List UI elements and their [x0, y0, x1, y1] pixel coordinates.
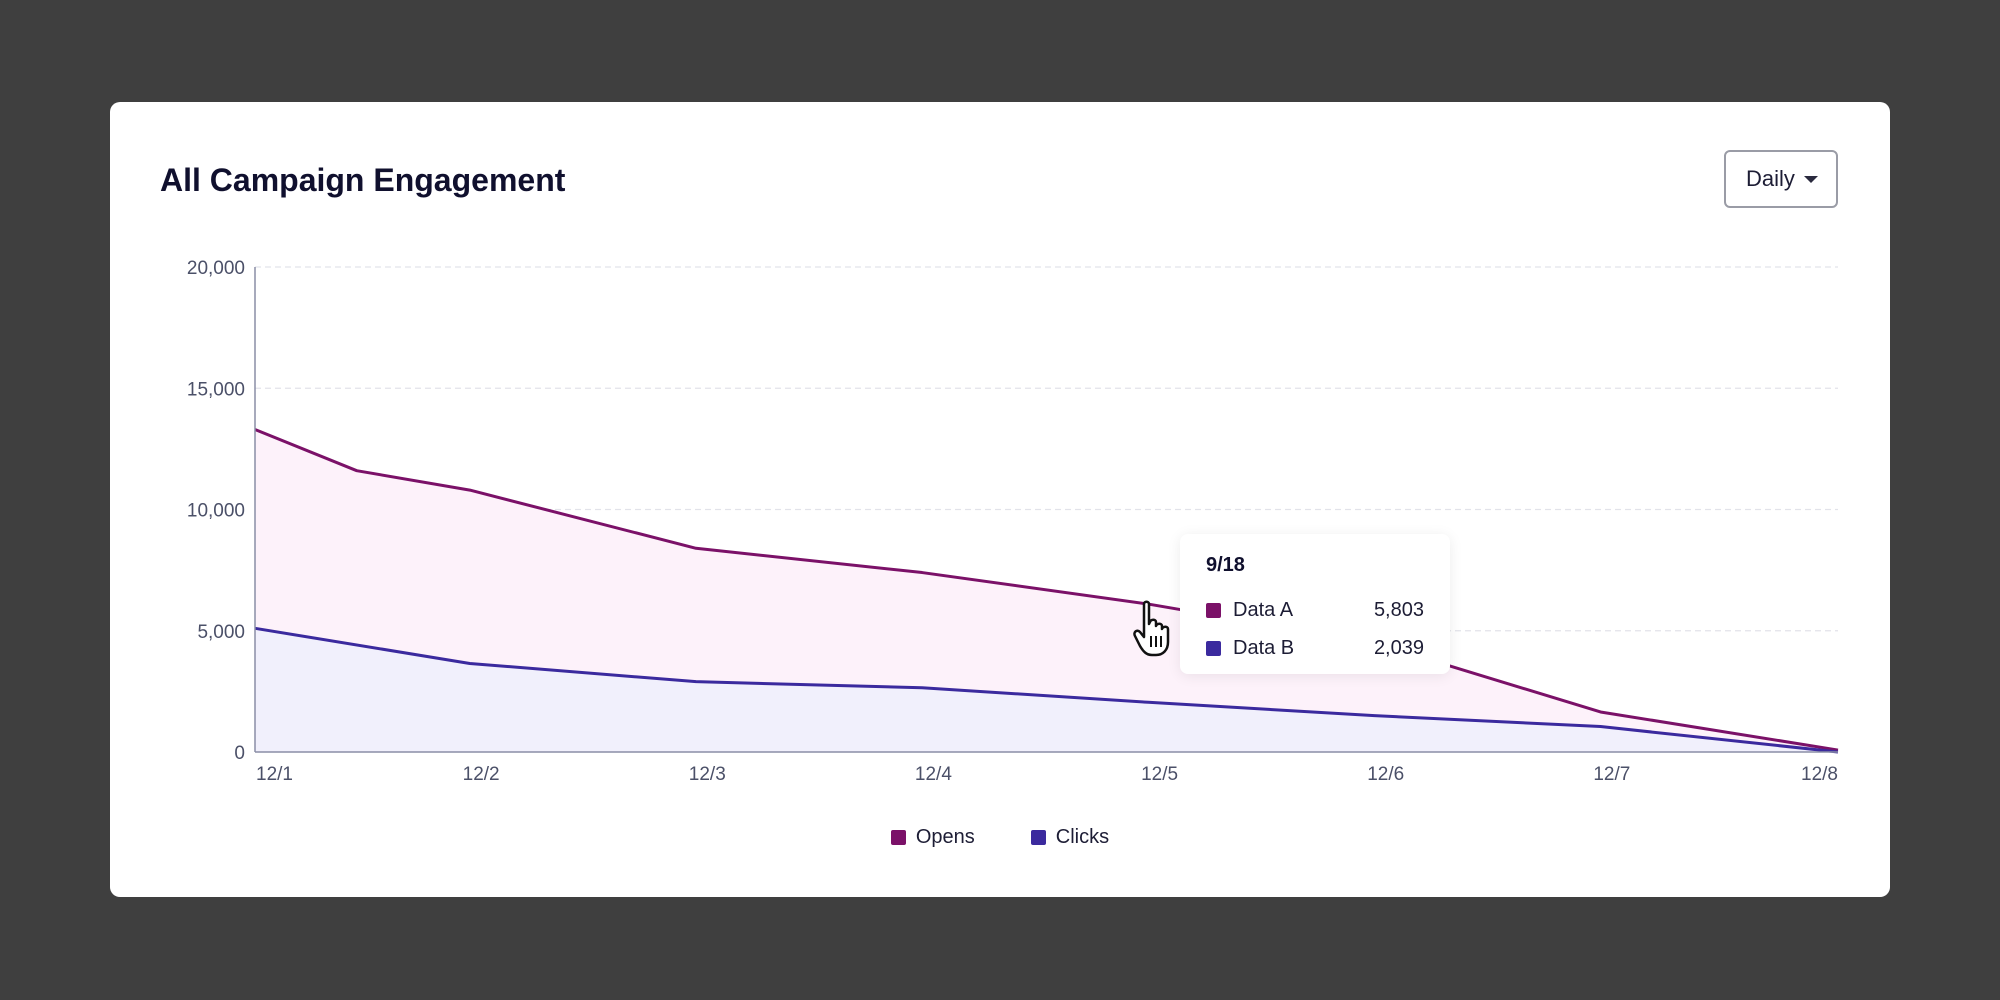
- y-tick-label: 20,000: [187, 258, 245, 279]
- x-tick-label: 12/4: [915, 764, 952, 785]
- chart-title: All Campaign Engagement: [160, 162, 566, 198]
- legend-label-opens: Opens: [915, 826, 975, 848]
- x-tick-label: 12/8: [1801, 764, 1838, 785]
- period-dropdown[interactable]: Daily: [1724, 150, 1838, 208]
- y-tick-label: 0: [234, 743, 245, 764]
- tooltip-label-b: Data B: [1233, 636, 1295, 659]
- hand-pointer-icon: [1133, 600, 1170, 657]
- x-tick-label: 12/2: [463, 764, 500, 785]
- x-tick-label: 12/6: [1367, 764, 1404, 785]
- series-area-clicks: [255, 628, 1838, 752]
- chevron-down-icon: [1804, 176, 1818, 183]
- x-tick-label: 12/7: [1593, 764, 1630, 785]
- tooltip-row-a: Data A 5,803: [1206, 591, 1424, 629]
- x-tick-label: 12/1: [256, 764, 293, 785]
- series-line-opens: [254, 428, 1839, 752]
- tooltip-title: 9/18: [1206, 554, 1245, 576]
- x-tick-label: 12/3: [689, 764, 726, 785]
- chart-tooltip: 9/18 Data A 5,803 Data B 2,039: [1180, 534, 1450, 674]
- legend-swatch-clicks: [1030, 830, 1046, 845]
- legend-item-clicks[interactable]: Clicks: [1030, 826, 1110, 849]
- legend-swatch-opens: [890, 830, 906, 845]
- tooltip-value-b: 2,039: [1373, 636, 1424, 659]
- tooltip-row-b: Data B 2,039: [1206, 629, 1424, 667]
- period-dropdown-label: Daily: [1746, 166, 1795, 191]
- engagement-chart: 0 5,000 10,000 15,000 20,000 12/1 12/2 12/3 12/4…: [187, 258, 1839, 785]
- series-line-clicks: [254, 626, 1839, 754]
- tooltip-swatch-b: [1206, 640, 1221, 656]
- tooltip-value-a: 5,803: [1373, 598, 1424, 621]
- chart-card: All Campaign Engagement Daily 0 5,000 10,0…: [110, 102, 1890, 897]
- legend-item-opens[interactable]: Opens: [890, 826, 975, 849]
- legend-label-clicks: Clicks: [1055, 826, 1110, 848]
- y-tick-label: 15,000: [187, 379, 245, 400]
- tooltip-swatch-a: [1206, 602, 1221, 618]
- y-tick-label: 10,000: [187, 501, 245, 522]
- y-tick-label: 5,000: [197, 622, 245, 643]
- chart-legend: Opens Clicks: [110, 826, 1890, 849]
- tooltip-label-a: Data A: [1233, 598, 1294, 621]
- x-tick-label: 12/5: [1141, 764, 1178, 785]
